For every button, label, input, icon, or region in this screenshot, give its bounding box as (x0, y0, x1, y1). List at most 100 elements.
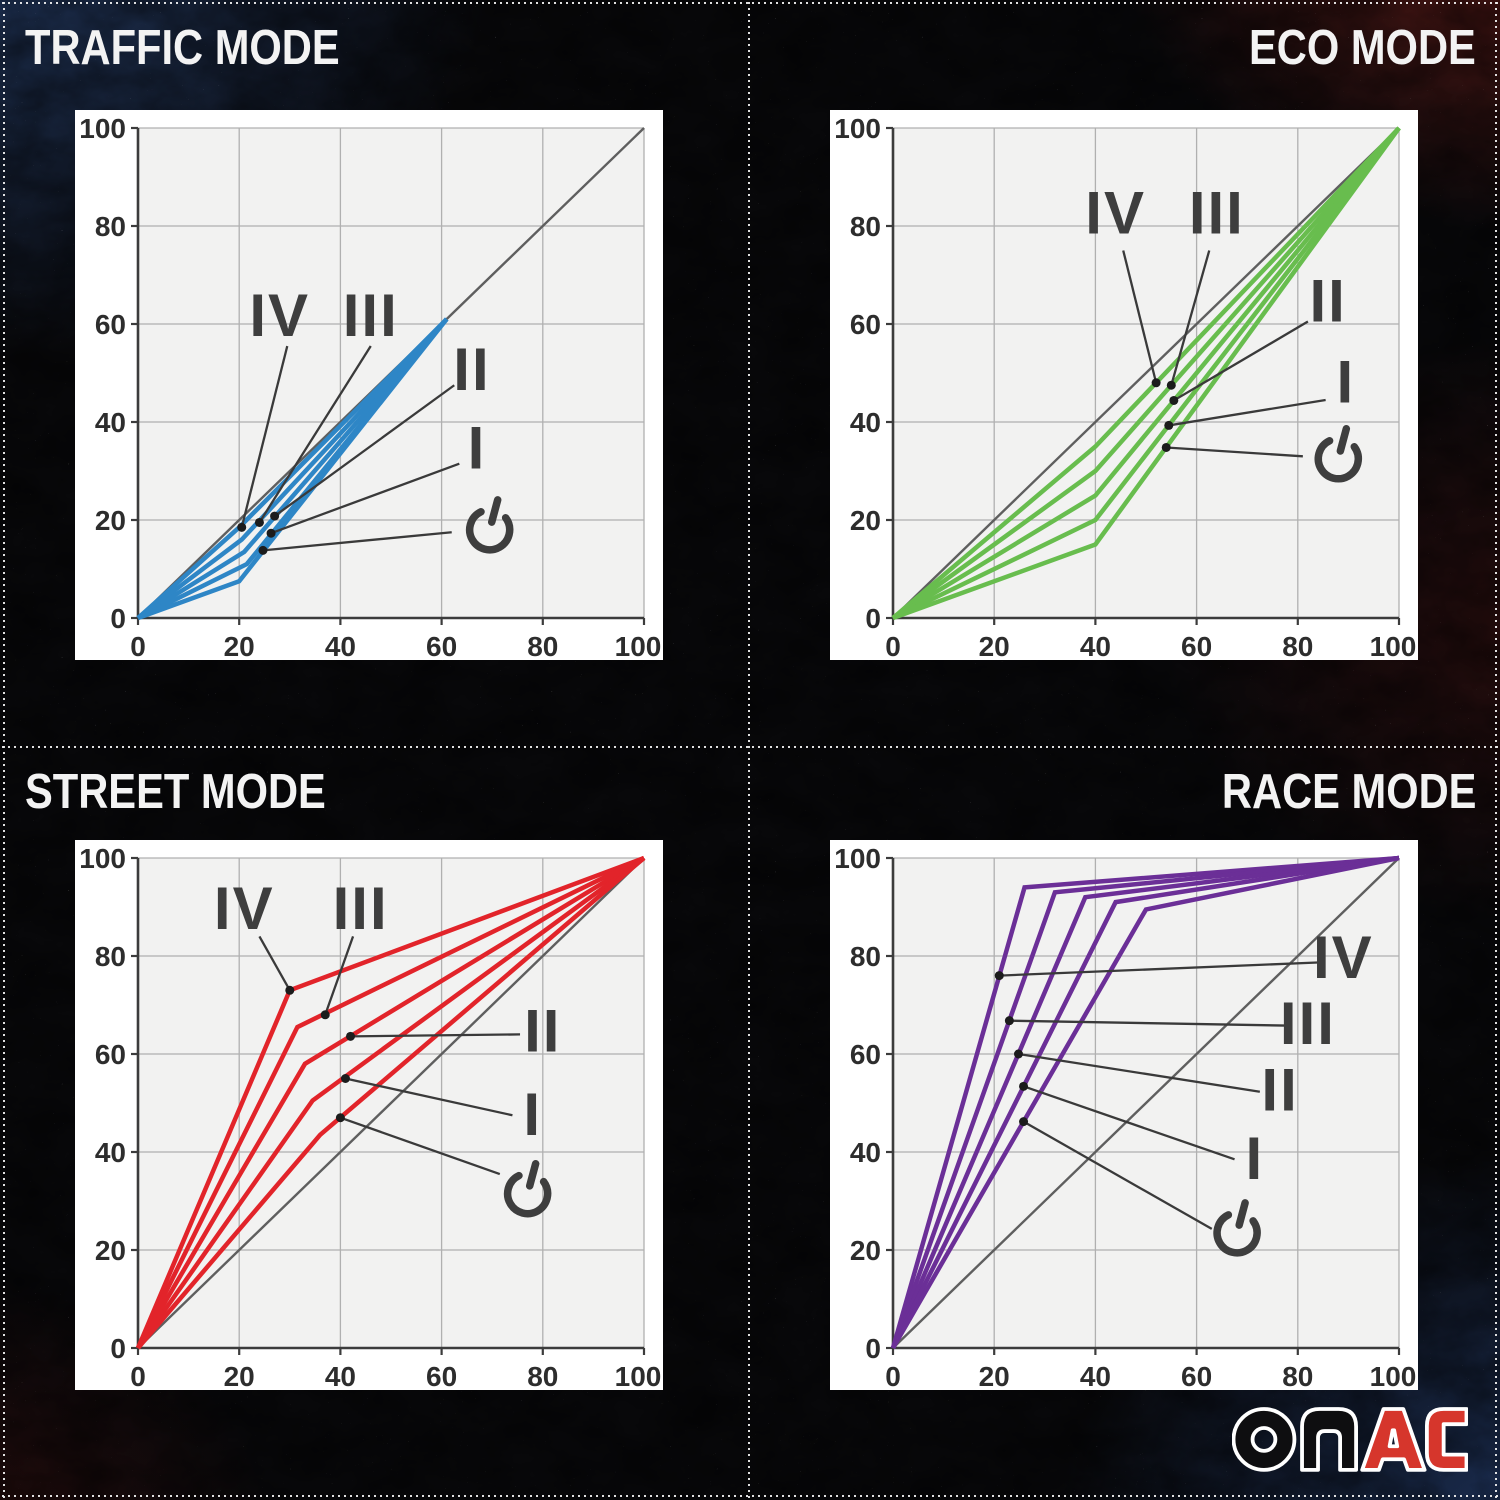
callout-label-II: II (453, 336, 490, 403)
chart-panel-traffic-mode: 0 20 40 60 80 100 0 20 40 60 80 100 IV III II I (75, 110, 663, 662)
logo-letter-c (1424, 1407, 1469, 1472)
chart-panel-race-mode: 0 20 40 60 80 100 0 20 40 60 80 100 IV III II I (830, 840, 1418, 1392)
axes (136, 858, 644, 1350)
callout-label-III: III (343, 282, 399, 349)
callout-label-IV: IV (214, 875, 275, 942)
svg-text:100: 100 (79, 843, 126, 874)
callout-dot-IV (285, 985, 295, 995)
callout-leader-IV (258, 935, 291, 991)
title-traffic-mode: TRAFFIC MODE (25, 24, 395, 73)
callout-leader-power (340, 1116, 501, 1176)
omac-logo-graphic (1231, 1407, 1469, 1472)
svg-text:100: 100 (834, 113, 881, 144)
callout-leader-III (324, 936, 355, 1016)
power-icon (465, 496, 514, 554)
svg-text:20: 20 (979, 1361, 1010, 1390)
callout-dot-III (1166, 380, 1176, 390)
diagonal-reference-line (892, 127, 1400, 619)
callout-dot-IV (237, 522, 247, 532)
svg-text:80: 80 (527, 631, 558, 660)
callout-dot-I (266, 528, 276, 538)
svg-text:20: 20 (850, 1235, 881, 1266)
svg-text:40: 40 (850, 407, 881, 438)
power-icon (503, 1159, 552, 1218)
callout-leader-III (258, 345, 372, 524)
svg-text:20: 20 (979, 631, 1010, 660)
svg-text:80: 80 (95, 211, 126, 242)
gridlines (893, 857, 1400, 1348)
callout-leader-I (345, 1077, 513, 1117)
callout-dot-I (1164, 420, 1174, 430)
series-line-II (891, 126, 1401, 620)
callout-dot-power (1019, 1117, 1029, 1127)
title-street-mode-text: STREET MODE (25, 765, 326, 819)
svg-text:0: 0 (865, 1333, 881, 1364)
series-line-power (891, 855, 1400, 1350)
logo-letter-o (1231, 1407, 1297, 1472)
callout-leader-II (1018, 1052, 1261, 1093)
callout-label-I: I (1245, 1125, 1264, 1192)
logo-letter-m (1300, 1407, 1358, 1472)
callout-leader-IV (1122, 250, 1158, 384)
title-street-mode: STREET MODE (25, 768, 379, 817)
callout-dot-power (335, 1113, 345, 1123)
gridlines (138, 127, 645, 618)
svg-text:80: 80 (95, 941, 126, 972)
series-line-II (890, 855, 1400, 1349)
dotted-separator-vertical (748, 2, 750, 1498)
svg-text:60: 60 (850, 309, 881, 340)
svg-text:40: 40 (95, 1137, 126, 1168)
tick-marks (131, 856, 646, 1355)
callout-dot-III (254, 517, 264, 527)
svg-text:100: 100 (834, 843, 881, 874)
power-icon (1314, 425, 1363, 483)
svg-text:20: 20 (224, 631, 255, 660)
series-line-power (137, 317, 449, 621)
svg-text:80: 80 (1282, 631, 1313, 660)
callout-leader-power (262, 531, 452, 552)
series-line-II (136, 856, 646, 1350)
svg-text:100: 100 (1370, 631, 1417, 660)
svg-text:0: 0 (885, 1361, 901, 1390)
svg-text:40: 40 (95, 407, 126, 438)
series-line-III (135, 855, 645, 1350)
svg-text:40: 40 (325, 631, 356, 660)
series-line-III (890, 855, 1400, 1349)
callout-label-I: I (523, 1081, 542, 1148)
svg-text:100: 100 (1370, 1361, 1417, 1390)
svg-text:20: 20 (850, 505, 881, 536)
svg-text:20: 20 (95, 505, 126, 536)
series-line-II (136, 317, 449, 620)
series-line-IV (890, 855, 1400, 1349)
logo-letter-a (1360, 1407, 1427, 1472)
omac-logo (1231, 1396, 1469, 1476)
callout-label-III: III (1280, 990, 1336, 1057)
callout-leader-IV (240, 345, 289, 528)
callout-leader-III (1009, 1019, 1286, 1027)
svg-text:80: 80 (850, 211, 881, 242)
callout-dot-power (258, 545, 268, 555)
tick-labels: 0 20 40 60 80 100 0 20 40 60 80 100 (834, 843, 1417, 1392)
callout-leader-power (1166, 446, 1303, 458)
callout-dot-III (1004, 1016, 1014, 1026)
callout-label-II: II (1261, 1056, 1298, 1123)
callout-leader-IV (999, 961, 1321, 977)
svg-text:60: 60 (1181, 631, 1212, 660)
callout-dot-IV (994, 971, 1004, 981)
power-icon (1213, 1199, 1261, 1257)
title-race-mode-text: RACE MODE (1221, 765, 1476, 819)
callout-leader-I (270, 462, 460, 535)
svg-text:40: 40 (850, 1137, 881, 1168)
dotted-separator-horizontal (2, 746, 1498, 748)
svg-text:60: 60 (95, 1039, 126, 1070)
svg-text:60: 60 (95, 309, 126, 340)
callout-dot-power (1161, 442, 1171, 452)
svg-text:80: 80 (850, 941, 881, 972)
svg-text:0: 0 (130, 1361, 146, 1390)
axes (891, 128, 1399, 620)
tick-marks (131, 126, 646, 625)
callout-leader-II (1173, 320, 1309, 402)
